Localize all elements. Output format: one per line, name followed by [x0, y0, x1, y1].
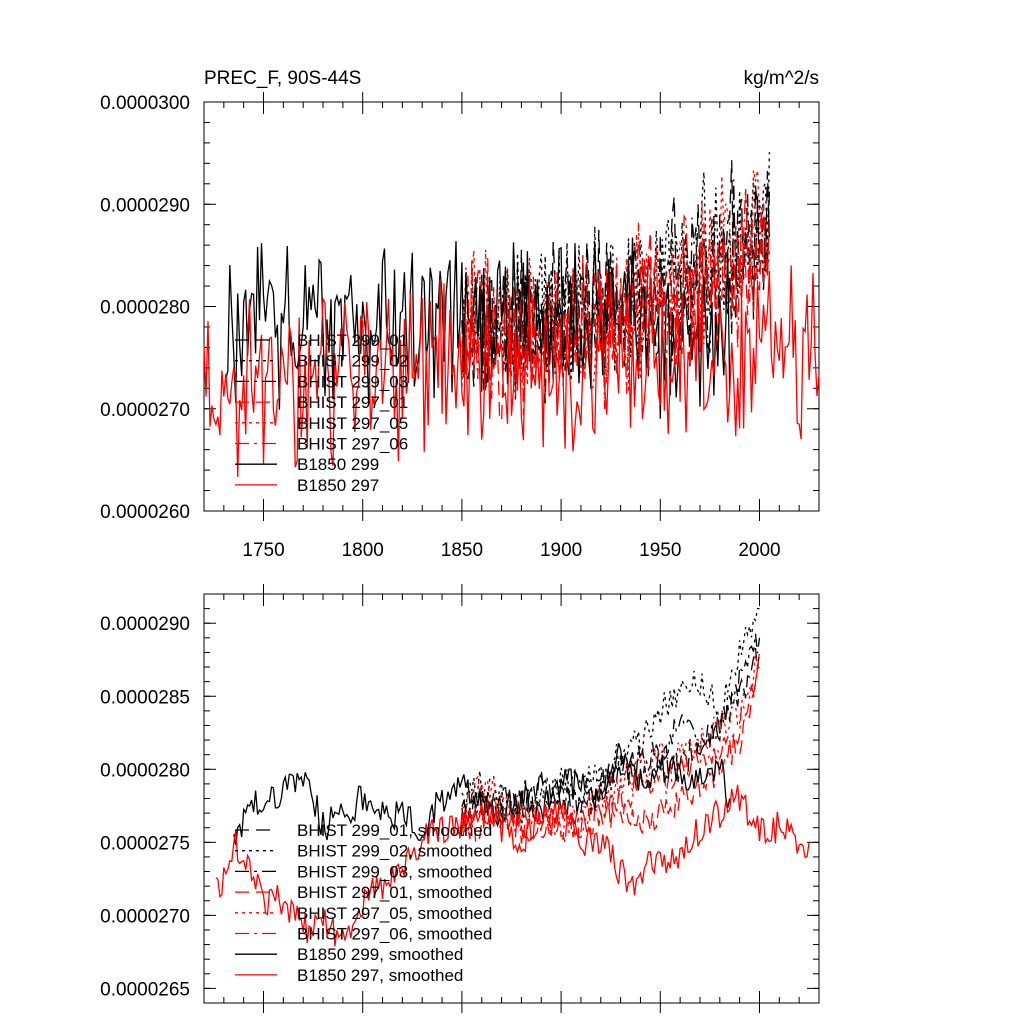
- series-line: [203, 265, 820, 478]
- x-tick-label: 1950: [639, 540, 681, 561]
- series-line: [461, 664, 760, 846]
- legend-entry: BHIST 297_06: [297, 435, 408, 454]
- x-tick-label: 1850: [441, 540, 483, 561]
- y-tick-label: 0.0000265: [100, 979, 190, 1000]
- y-tick-label: 0.0000260: [100, 502, 190, 523]
- legend-entry: B1850 297, smoothed: [297, 966, 463, 985]
- y-tick-label: 0.0000270: [100, 400, 190, 421]
- legend-entry: BHIST 297_01: [297, 393, 408, 412]
- y-tick-label: 0.0000290: [100, 195, 190, 216]
- series-line: [225, 237, 731, 419]
- y-tick-label: 0.0000290: [100, 614, 190, 635]
- x-tick-label: 1750: [242, 540, 284, 561]
- y-tick-label: 0.0000285: [100, 687, 190, 708]
- legend-entry: BHIST 299_02: [297, 352, 408, 371]
- legend-entry: BHIST 299_01, smoothed: [297, 821, 492, 840]
- legend-entry: BHIST 299_02, smoothed: [297, 842, 492, 861]
- x-tick-label: 1900: [540, 540, 582, 561]
- legend-entry: BHIST 297_05, smoothed: [297, 904, 492, 923]
- top-chart: PREC_F, 90S-44S kg/m^2/s 0.0000260 0.0000…: [100, 68, 820, 561]
- legend-entry: BHIST 299_03: [297, 372, 408, 391]
- y-tick-label: 0.0000300: [100, 93, 190, 114]
- series-line: [233, 743, 731, 846]
- legend-entry: BHIST 299_03, smoothed: [297, 862, 492, 881]
- legend-entry: B1850 299: [297, 455, 379, 474]
- series-line: [461, 666, 760, 845]
- top-chart-units: kg/m^2/s: [744, 68, 819, 89]
- legend-entry: BHIST 297_06, smoothed: [297, 925, 492, 944]
- series-line: [461, 187, 771, 410]
- legend-entry: BHIST 297_05: [297, 414, 408, 433]
- y-tick-label: 0.0000270: [100, 906, 190, 927]
- x-tick-label: 2000: [738, 540, 780, 561]
- series-line: [461, 651, 761, 840]
- top-chart-title: PREC_F, 90S-44S: [204, 68, 361, 89]
- series-line: [461, 170, 771, 393]
- y-tick-label: 0.0000280: [100, 298, 190, 319]
- series-line: [461, 633, 761, 826]
- legend-entry: B1850 297: [297, 476, 379, 495]
- bottom-chart: 0.0000265 0.0000270 0.0000275 0.0000280 0.00…: [100, 584, 820, 1013]
- y-tick-label: 0.0000275: [100, 833, 190, 854]
- legend-entry: BHIST 299_01: [297, 331, 408, 350]
- legend-entry: B1850 299, smoothed: [297, 945, 463, 964]
- legend-entry: BHIST 297_01, smoothed: [297, 883, 492, 902]
- x-tick-label: 1800: [342, 540, 384, 561]
- y-tick-label: 0.0000280: [100, 760, 190, 781]
- series-line: [215, 784, 810, 947]
